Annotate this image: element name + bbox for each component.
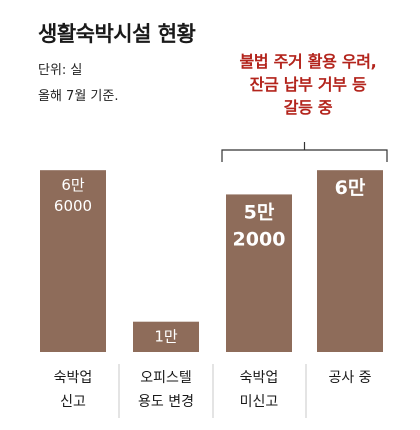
value-label: 2000 (233, 228, 286, 250)
annotation: 불법 주거 활용 우려, 잔금 납부 거부 등 갈등 중 (210, 50, 406, 119)
bar (40, 170, 106, 352)
annotation-bracket (221, 142, 388, 162)
annotation-line: 갈등 중 (283, 98, 333, 117)
category-label: 용도 변경 (138, 394, 194, 410)
category-label: 신고 (60, 394, 86, 410)
value-label: 5만 (244, 201, 275, 223)
category-label: 오피스텔 (140, 370, 192, 386)
unit-label: 단위: 실 (38, 63, 83, 78)
chart-title: 생활숙박시설 현황 (38, 22, 196, 46)
annotation-line: 불법 주거 활용 우려, (239, 52, 377, 71)
value-label: 6만 (61, 176, 85, 194)
chart-meta: 단위: 실 올해 7월 기준. (38, 58, 118, 110)
bar (226, 194, 292, 352)
bar (317, 170, 383, 352)
annotation-line: 잔금 납부 거부 등 (249, 75, 367, 94)
bar (133, 321, 199, 352)
category-label: 공사 중 (328, 370, 371, 386)
category-label: 숙박업 (54, 370, 93, 386)
value-label: 6000 (54, 197, 92, 215)
category-label: 미신고 (240, 394, 279, 410)
value-label: 1만 (154, 328, 178, 346)
category-label: 숙박업 (240, 370, 279, 386)
value-label: 6만 (335, 177, 366, 199)
date-label: 올해 7월 기준. (38, 89, 119, 104)
